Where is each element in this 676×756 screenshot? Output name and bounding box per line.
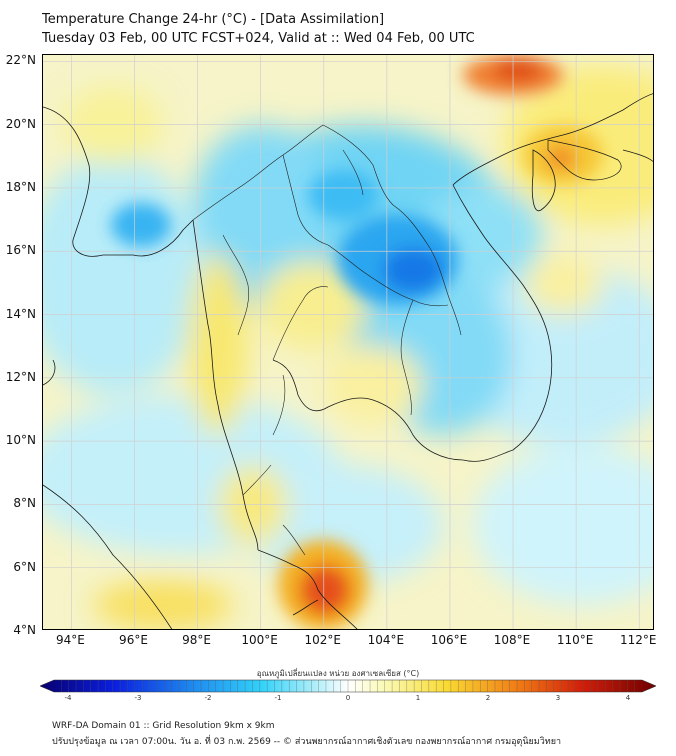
- colorbar-tick-label: 4: [625, 694, 631, 702]
- latitude-tick-label: 16°N: [5, 243, 36, 258]
- footer-credits: ปรับปรุงข้อมูล ณ เวลา 07:00น. วัน อ. ที่…: [52, 737, 562, 747]
- latitude-tick-label: 12°N: [5, 369, 36, 384]
- longitude-tick-label: 110°E: [556, 633, 594, 647]
- longitude-tick-label: 104°E: [367, 633, 405, 647]
- temperature-map: [42, 54, 654, 630]
- colorbar-tick-label: 1: [415, 694, 421, 702]
- latitude-tick-label: 4°N: [13, 623, 36, 637]
- latitude-tick-label: 10°N: [5, 433, 36, 448]
- chart-subtitle: Tuesday 03 Feb, 00 UTC FCST+024, Valid a…: [42, 31, 475, 46]
- colorbar-tick-label: 2: [485, 694, 491, 702]
- colorbar: [40, 679, 656, 693]
- longitude-tick-label: 108°E: [493, 633, 531, 647]
- colorbar-tick-label: -4: [64, 694, 72, 702]
- longitude-tick-label: 94°E: [55, 633, 85, 647]
- longitude-tick-label: 100°E: [241, 633, 278, 647]
- colorbar-tick-label: -3: [134, 694, 142, 702]
- longitude-tick-label: 102°E: [304, 633, 342, 647]
- gridlines: [43, 55, 653, 629]
- colorbar-tick-label: -1: [274, 694, 282, 702]
- colorbar-tick-label: -2: [204, 694, 212, 702]
- colorbar-tick-label: 0: [345, 694, 351, 702]
- latitude-tick-label: 22°N: [5, 53, 36, 68]
- country-borders: [192, 124, 462, 556]
- latitude-tick-label: 18°N: [5, 179, 36, 194]
- longitude-tick-label: 112°E: [619, 633, 657, 647]
- longitude-tick-label: 98°E: [182, 633, 211, 647]
- latitude-tick-label: 6°N: [13, 559, 36, 574]
- latitude-tick-label: 14°N: [5, 306, 36, 321]
- footer-domain-info: WRF-DA Domain 01 :: Grid Resolution 9km …: [52, 721, 275, 731]
- colorbar-tick-label: 3: [555, 694, 561, 702]
- longitude-tick-label: 106°E: [430, 633, 468, 647]
- longitude-tick-label: 96°E: [119, 633, 148, 647]
- latitude-tick-label: 8°N: [13, 496, 36, 511]
- chart-title: Temperature Change 24-hr (°C) - [Data As…: [42, 12, 385, 27]
- colorbar-title: อุณหภูมิเปลี่ยนแปลง หน่วย องศาเซลเซียส (…: [256, 669, 420, 678]
- coastlines: [43, 93, 653, 629]
- anomaly-point: [312, 388, 316, 392]
- map-canvas: [43, 55, 653, 629]
- latitude-tick-label: 20°N: [5, 116, 36, 131]
